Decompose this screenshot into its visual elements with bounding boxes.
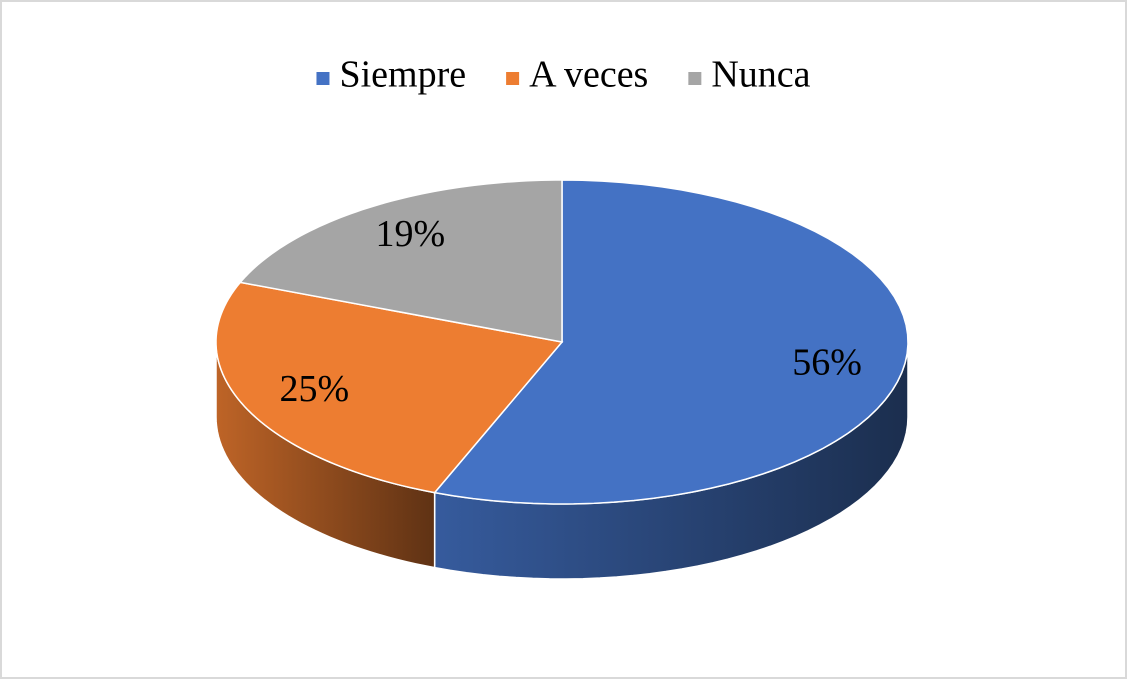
legend-marker [688, 72, 702, 85]
data-label: 25% [279, 368, 349, 410]
pie-tops [215, 179, 909, 505]
slice [215, 281, 564, 494]
legend-label: A veces [529, 54, 648, 96]
legend-marker [506, 72, 520, 85]
legend-label: Nunca [711, 54, 810, 96]
legend: Siempre A veces Nunca [316, 54, 811, 96]
data-label: 56% [792, 341, 862, 383]
slice [238, 179, 563, 343]
legend-marker [316, 72, 330, 85]
data-labels: 56% 25% 19% [279, 213, 861, 410]
legend-label: Siempre [339, 54, 466, 96]
slice [433, 179, 909, 505]
data-label: 19% [375, 213, 445, 255]
